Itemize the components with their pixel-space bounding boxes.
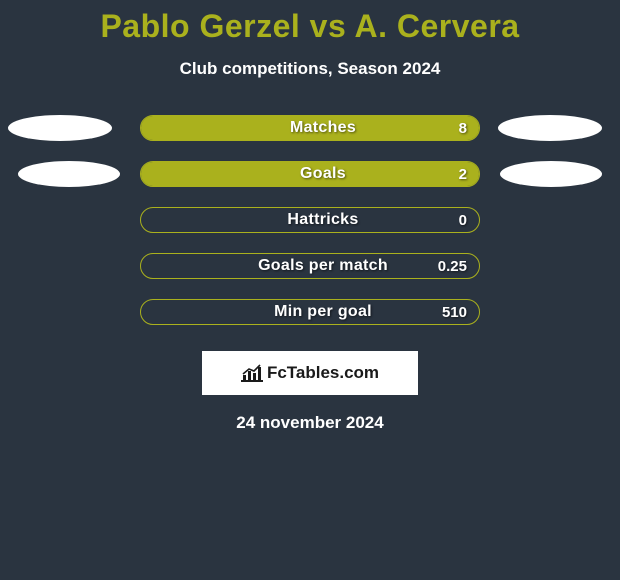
stat-row: Hattricks0 bbox=[0, 207, 620, 233]
stat-label: Goals per match bbox=[141, 254, 479, 278]
stat-row: Goals per match0.25 bbox=[0, 253, 620, 279]
chart-icon bbox=[241, 364, 263, 382]
player-right-ellipse bbox=[498, 115, 602, 141]
stat-bar: Min per goal510 bbox=[140, 299, 480, 325]
player-right-ellipse bbox=[500, 161, 602, 187]
logo-text: FcTables.com bbox=[267, 363, 379, 383]
player-left-ellipse bbox=[8, 115, 112, 141]
stat-row: Goals2 bbox=[0, 161, 620, 187]
stat-row: Matches8 bbox=[0, 115, 620, 141]
logo-box: FcTables.com bbox=[202, 351, 418, 395]
stat-label: Hattricks bbox=[141, 208, 479, 232]
stat-bar: Hattricks0 bbox=[140, 207, 480, 233]
stat-rows: Matches8Goals2Hattricks0Goals per match0… bbox=[0, 115, 620, 325]
stat-value: 8 bbox=[459, 116, 467, 140]
stat-value: 0 bbox=[459, 208, 467, 232]
stat-label: Min per goal bbox=[141, 300, 479, 324]
stat-bar: Goals2 bbox=[140, 161, 480, 187]
stat-value: 2 bbox=[459, 162, 467, 186]
stat-value: 0.25 bbox=[438, 254, 467, 278]
player-left-ellipse bbox=[18, 161, 120, 187]
date-label: 24 november 2024 bbox=[0, 413, 620, 433]
stat-label: Matches bbox=[141, 116, 479, 140]
stat-bar: Matches8 bbox=[140, 115, 480, 141]
page-title: Pablo Gerzel vs A. Cervera bbox=[0, 8, 620, 45]
stat-value: 510 bbox=[442, 300, 467, 324]
subtitle: Club competitions, Season 2024 bbox=[0, 59, 620, 79]
comparison-infographic: Pablo Gerzel vs A. Cervera Club competit… bbox=[0, 0, 620, 433]
stat-row: Min per goal510 bbox=[0, 299, 620, 325]
stat-bar: Goals per match0.25 bbox=[140, 253, 480, 279]
stat-label: Goals bbox=[141, 162, 479, 186]
